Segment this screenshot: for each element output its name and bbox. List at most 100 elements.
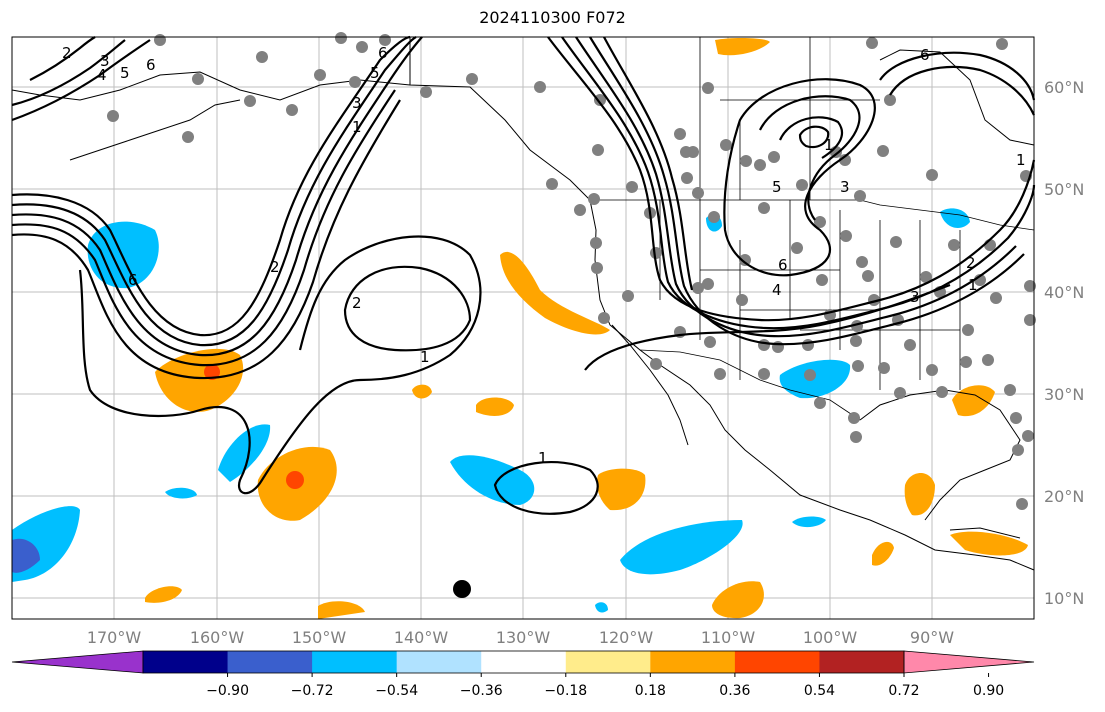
contour-label: 2	[62, 44, 72, 62]
blue-region	[792, 516, 826, 528]
north-america-west-coast	[409, 37, 1035, 571]
red-spot	[204, 364, 220, 380]
colorbar-extend-low	[11, 650, 144, 674]
lat-label: 20°N	[1044, 487, 1084, 506]
colorbar-segment	[819, 651, 905, 673]
colorbar-segment	[312, 651, 398, 673]
orange-region	[476, 397, 514, 416]
colorbar-segment	[143, 651, 229, 673]
lon-label: 130°W	[496, 628, 551, 647]
contour-label: 6	[920, 46, 930, 64]
contour-label: 3	[352, 94, 362, 112]
colorbar-tick-label: 0.54	[804, 683, 835, 699]
contour-label: 1	[420, 348, 430, 366]
map-title: 2024110300 F072	[479, 8, 626, 27]
contour-label: 6	[128, 271, 138, 289]
lat-label: 10°N	[1044, 589, 1084, 608]
blue-region	[779, 359, 851, 399]
contour-labels: 2 3 4 5 6 1 2 1 2 3 5 6 1 1 5 6 4 3 1 2 …	[62, 44, 1026, 467]
lat-label: 50°N	[1044, 180, 1084, 199]
aleutian-chain	[69, 99, 241, 161]
us-mexico-border	[639, 349, 861, 421]
orange-region	[500, 251, 610, 335]
colorbar-segment	[396, 651, 482, 673]
map-frame	[11, 36, 1035, 620]
coastlines	[11, 37, 1035, 571]
colorbar-extend-high	[903, 650, 1035, 674]
colorbar-tick-label: 0.18	[635, 683, 666, 699]
orange-region	[412, 384, 432, 399]
colorbar-segment	[650, 651, 736, 673]
colorbar-tick-label: −0.18	[544, 683, 587, 699]
blue-region	[450, 455, 535, 505]
station-dots	[107, 32, 1036, 510]
lon-label: 140°W	[394, 628, 449, 647]
contour-label: 2	[270, 258, 280, 276]
colorbar-tick-label: 0.36	[719, 683, 750, 699]
baja-california	[611, 324, 689, 446]
colorbar-tick-label: −0.72	[291, 683, 334, 699]
colorbar-tick-label: 0.72	[888, 683, 919, 699]
contour-label: 1	[968, 276, 978, 294]
blue-dark-region	[12, 538, 40, 573]
orange-region	[145, 586, 182, 603]
contour-label: 1	[824, 136, 834, 154]
canada-provinces	[699, 37, 880, 200]
lon-label: 160°W	[190, 628, 245, 647]
colorbar-segment	[227, 651, 313, 673]
contour-label: 1	[538, 449, 548, 467]
contour-label: 6	[146, 56, 156, 74]
lat-label: 60°N	[1044, 78, 1084, 97]
lon-label: 150°W	[292, 628, 347, 647]
orange-region	[872, 541, 894, 566]
blue-region	[595, 602, 608, 613]
colorbar-tick-label: 0.90	[973, 683, 1004, 699]
orange-region	[904, 472, 935, 516]
blue-region	[87, 221, 159, 289]
us-canada-border	[596, 199, 1035, 231]
orange-region	[712, 581, 764, 619]
colorbar-segment	[481, 651, 567, 673]
orange-region	[715, 37, 770, 56]
colorbar-tick-label: −0.90	[206, 683, 249, 699]
contour-label: 6	[778, 256, 788, 274]
contour-label: 4	[772, 281, 782, 299]
colorbar-tick-label: −0.36	[460, 683, 503, 699]
lon-label: 100°W	[803, 628, 858, 647]
lon-label: 110°W	[701, 628, 756, 647]
orange-region	[318, 601, 365, 619]
red-spot	[286, 471, 304, 489]
contour-label: 6	[378, 44, 388, 62]
colorbar-tick-label: −0.54	[375, 683, 418, 699]
contour-label: 5	[772, 178, 782, 196]
contour-label: 5	[120, 64, 130, 82]
contour-label: 4	[97, 66, 107, 84]
longitude-axis: 170°W 160°W 150°W 140°W 130°W 120°W 110°…	[87, 628, 954, 647]
contour-label: 2	[352, 294, 362, 312]
lat-label: 30°N	[1044, 385, 1084, 404]
contour-label: 3	[840, 178, 850, 196]
latitude-axis: 60°N 50°N 40°N 30°N 20°N 10°N	[1044, 78, 1084, 608]
lon-label: 170°W	[87, 628, 142, 647]
lon-label: 120°W	[599, 628, 654, 647]
colorbar: −0.90 −0.72 −0.54 −0.36 −0.18 0.18 0.36 0.54 0.7…	[11, 650, 1035, 699]
contour-lines	[11, 35, 1036, 515]
contour-label: 1	[352, 118, 362, 136]
blue-region	[218, 424, 271, 482]
contour-label: 3	[910, 288, 920, 306]
anomaly-shading	[12, 37, 1028, 619]
contour-label: 1	[1016, 151, 1026, 169]
cuba	[949, 527, 1021, 539]
colorbar-segment	[734, 651, 820, 673]
colorbar-segment	[565, 651, 651, 673]
marker-dot	[453, 580, 471, 598]
alaska-coast	[11, 71, 411, 101]
lat-label: 40°N	[1044, 283, 1084, 302]
lon-label: 90°W	[910, 628, 954, 647]
orange-region	[596, 468, 646, 511]
gulf-of-mexico-coast	[859, 389, 1021, 521]
orange-region	[950, 531, 1028, 556]
contour-label: 3	[100, 52, 110, 70]
blue-region	[620, 520, 743, 575]
